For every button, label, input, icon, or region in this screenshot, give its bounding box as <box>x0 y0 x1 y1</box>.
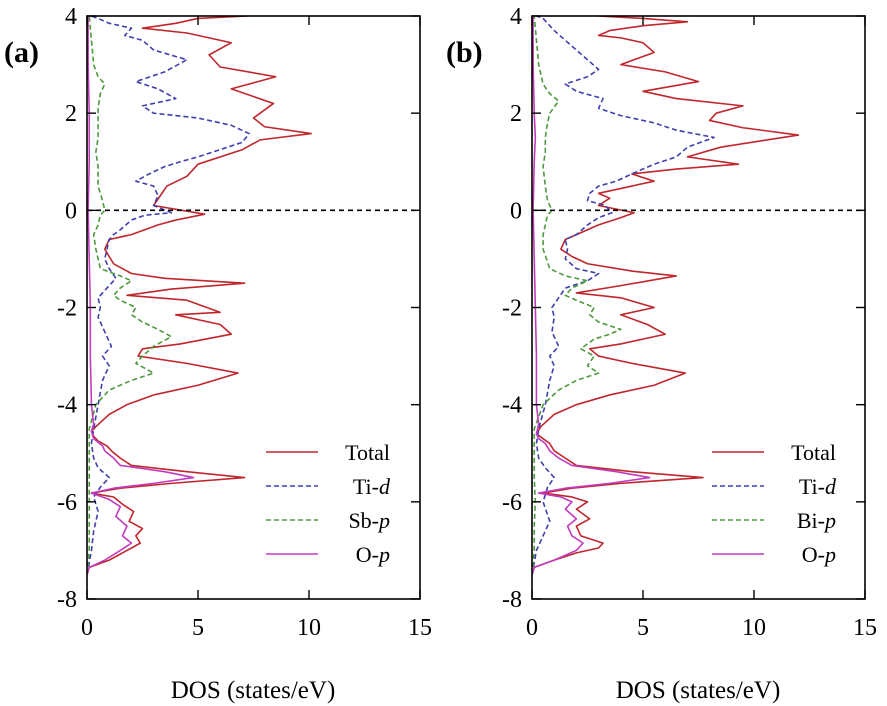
series-line-o-p <box>87 16 195 575</box>
dos-panel-b: 0 5 10 15 -8 -6 -4 -2 0 2 4 DOS (states/eV) (b) Total… <box>446 4 877 704</box>
y-tick-label: 0 <box>510 198 522 224</box>
series-line-ti-d <box>87 16 250 575</box>
x-tick-label: 15 <box>408 615 432 641</box>
x-tick-label: 5 <box>637 615 649 641</box>
panel-label: (b) <box>446 36 483 69</box>
x-tick-label: 5 <box>192 615 204 641</box>
y-tick-label: -4 <box>502 393 522 419</box>
legend-label: Ti-d <box>353 474 391 499</box>
series-line-total <box>532 16 800 575</box>
series-group <box>87 16 313 575</box>
panel-label: (a) <box>4 36 39 69</box>
y-tick-label: -4 <box>57 393 77 419</box>
x-tick-label: 10 <box>297 615 321 641</box>
y-tick-label: -6 <box>502 490 522 516</box>
y-tick-label: 4 <box>65 4 77 30</box>
legend-label: Ti-d <box>799 474 837 499</box>
y-tick-label: 4 <box>510 4 522 30</box>
x-tick-label: 0 <box>526 615 538 641</box>
series-line-total <box>87 16 313 575</box>
legend: Total Ti-d Sb-p O-p <box>266 440 391 567</box>
series-line-o-p <box>532 16 651 575</box>
x-tick-label: 15 <box>853 615 877 641</box>
legend-label: Total <box>791 440 836 465</box>
legend-label: O-p <box>802 542 836 567</box>
x-tick-label: 0 <box>81 615 93 641</box>
x-axis-label: DOS (states/eV) <box>616 677 781 704</box>
legend-label: Bi-p <box>797 508 836 533</box>
y-tick-label: 2 <box>510 101 522 127</box>
legend: Total Ti-d Bi-p O-p <box>712 440 837 567</box>
y-tick-label: -8 <box>502 587 522 613</box>
series-group <box>532 16 800 575</box>
y-tick-label: -6 <box>57 490 77 516</box>
legend-label: Sb-p <box>348 508 390 533</box>
y-tick-label: -8 <box>57 587 77 613</box>
legend-label: Total <box>345 440 390 465</box>
y-tick-label: 0 <box>65 198 77 224</box>
legend-label: O-p <box>356 542 390 567</box>
series-line-bi-p <box>532 16 622 575</box>
y-tick-label: -2 <box>502 296 522 322</box>
x-tick-label: 10 <box>742 615 766 641</box>
y-tick-label: 2 <box>65 101 77 127</box>
x-axis-label: DOS (states/eV) <box>171 677 336 704</box>
dos-panel-a: 0 5 10 15 -8 -6 -4 -2 0 2 4 DOS (states/eV) (a) Total… <box>4 4 432 704</box>
y-tick-label: -2 <box>57 296 77 322</box>
